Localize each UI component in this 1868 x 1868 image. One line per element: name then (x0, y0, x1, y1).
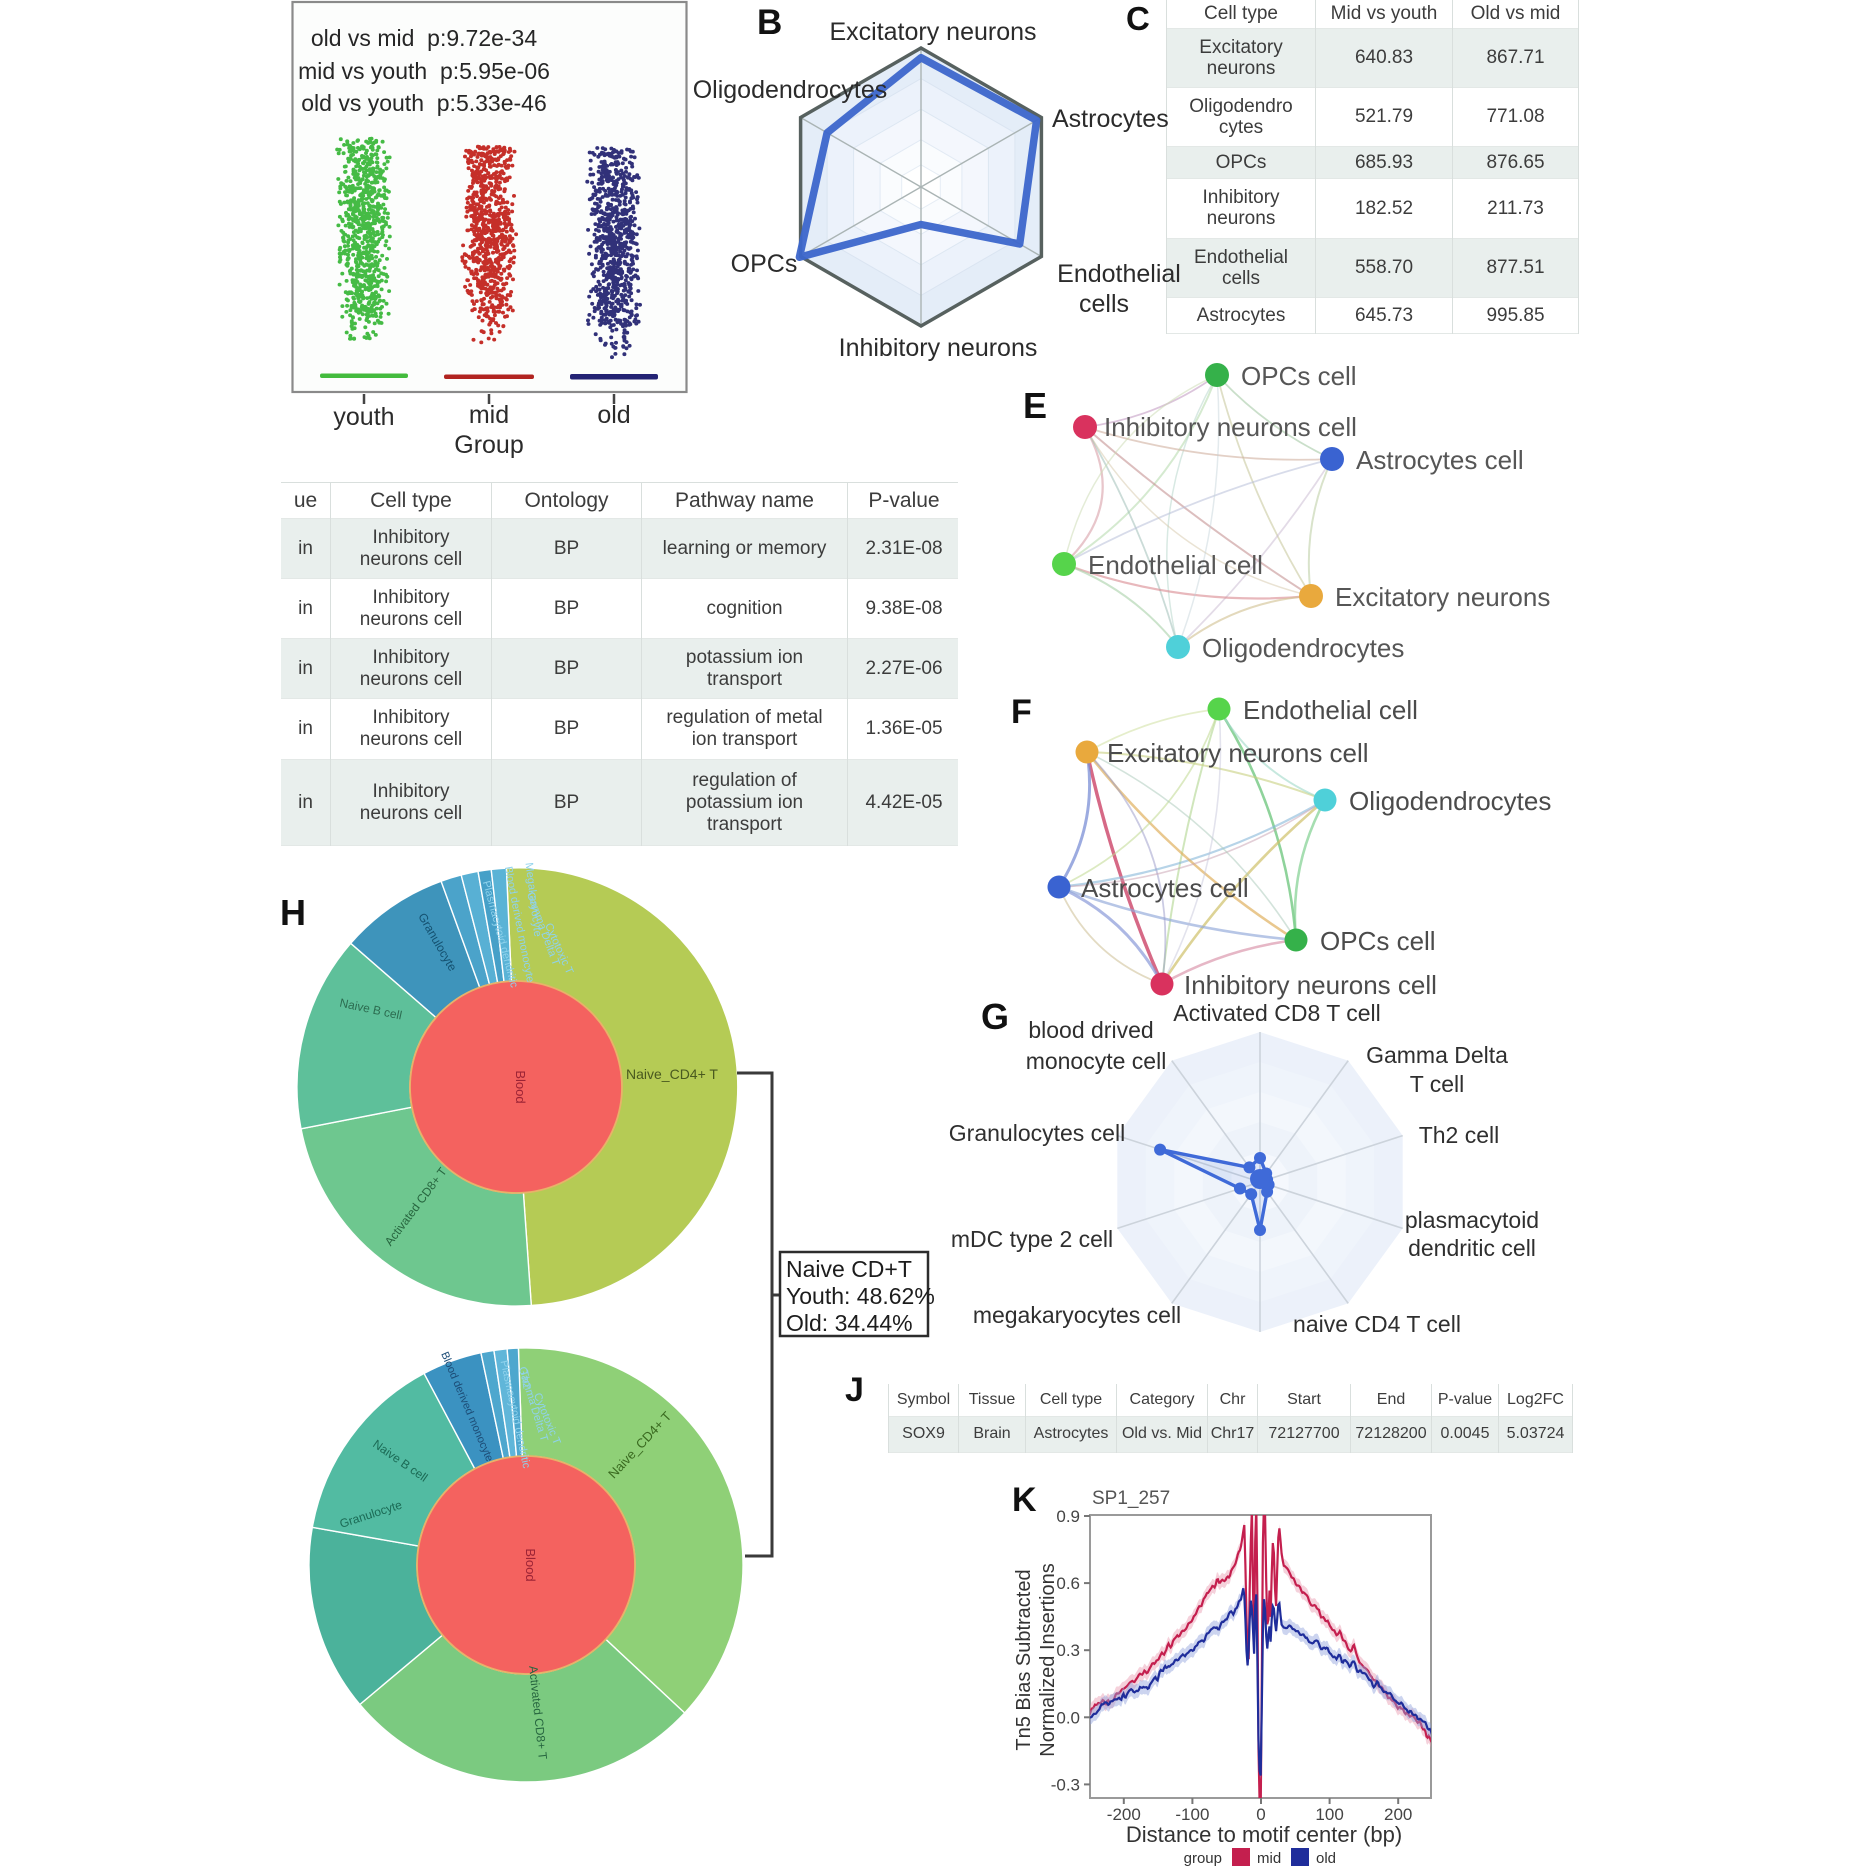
svg-text:-200: -200 (1107, 1805, 1141, 1824)
svg-text:Astrocytes: Astrocytes (1052, 105, 1169, 133)
svg-text:Gamma Delta T: Gamma Delta T (516, 1365, 550, 1443)
svg-text:Excitatory neurons: Excitatory neurons (829, 18, 1036, 46)
svg-text:Astrocytes cell: Astrocytes cell (1081, 873, 1249, 903)
svg-text:mid: mid (1257, 1850, 1281, 1867)
svg-text:dendritic cell: dendritic cell (1408, 1235, 1536, 1261)
svg-text:megakaryocytes cell: megakaryocytes cell (973, 1302, 1181, 1328)
svg-text:Granulocyte: Granulocyte (415, 910, 460, 973)
svg-text:plasmacytoid: plasmacytoid (1405, 1207, 1539, 1233)
svg-text:Th2: Th2 (517, 1369, 532, 1390)
svg-text:blood drived: blood drived (1028, 1017, 1153, 1043)
svg-text:old vs youth p:5.33e-46: old vs youth p:5.33e-46 (301, 90, 547, 116)
svg-text:Blood: Blood (513, 1070, 528, 1103)
svg-text:T cell: T cell (1410, 1071, 1465, 1097)
svg-text:group: group (1184, 1850, 1222, 1867)
svg-text:old: old (1316, 1850, 1336, 1867)
svg-text:Oligodendrocytes: Oligodendrocytes (1349, 786, 1551, 816)
svg-text:Megakaryocyte: Megakaryocyte (522, 862, 543, 938)
svg-text:mid vs youth p:5.95e-06: mid vs youth p:5.95e-06 (298, 58, 550, 84)
svg-text:OPCs: OPCs (731, 250, 798, 278)
svg-text:Granulocytes cell: Granulocytes cell (949, 1120, 1125, 1146)
svg-text:Naive_CD4+ T: Naive_CD4+ T (626, 1066, 718, 1082)
svg-text:Blood derived monocyte: Blood derived monocyte (502, 865, 536, 983)
svg-text:OPCs cell: OPCs cell (1320, 926, 1436, 956)
svg-text:-100: -100 (1175, 1805, 1209, 1824)
svg-text:Group: Group (454, 431, 523, 459)
svg-text:0.3: 0.3 (1056, 1641, 1080, 1660)
svg-text:Naive B cell: Naive B cell (338, 996, 403, 1023)
svg-text:old vs mid p:9.72e-34: old vs mid p:9.72e-34 (311, 25, 538, 51)
svg-text:monocyte cell: monocyte cell (1026, 1048, 1167, 1074)
svg-text:mid: mid (469, 401, 509, 429)
svg-text:Normalized Insertions: Normalized Insertions (1037, 1563, 1059, 1756)
svg-text:Th2 cell: Th2 cell (1419, 1122, 1500, 1148)
svg-text:Blood: Blood (523, 1548, 538, 1581)
svg-text:youth: youth (333, 403, 394, 431)
svg-text:Astrocytes cell: Astrocytes cell (1356, 445, 1524, 475)
svg-text:Inhibitory neurons: Inhibitory neurons (839, 334, 1038, 362)
svg-text:Endothelial cell: Endothelial cell (1088, 550, 1263, 580)
svg-text:old: old (597, 401, 630, 429)
svg-text:-0.3: -0.3 (1051, 1775, 1080, 1794)
svg-text:Activated CD8 T cell: Activated CD8 T cell (1173, 1000, 1381, 1026)
svg-text:Gamma Delta: Gamma Delta (1366, 1042, 1508, 1068)
svg-text:Cytotoxic T: Cytotoxic T (531, 1391, 563, 1447)
svg-text:Plasmacytoid dendritic: Plasmacytoid dendritic (498, 1359, 533, 1470)
svg-text:Naive B cell: Naive B cell (370, 1437, 430, 1485)
svg-text:Distance to motif center (bp): Distance to motif center (bp) (1126, 1822, 1402, 1847)
svg-text:Oligodendrocytes: Oligodendrocytes (693, 76, 888, 104)
svg-text:Plasmacytoid dendritic: Plasmacytoid dendritic (480, 880, 520, 990)
svg-text:Naive_CD4+ T: Naive_CD4+ T (605, 1409, 674, 1482)
svg-text:0: 0 (1256, 1805, 1265, 1824)
svg-text:OPCs cell: OPCs cell (1241, 361, 1357, 391)
svg-text:Excitatory neurons: Excitatory neurons (1335, 582, 1550, 612)
svg-text:Oligodendrocytes: Oligodendrocytes (1202, 633, 1404, 663)
svg-text:Gamma Delta T: Gamma Delta T (524, 891, 562, 968)
svg-text:0.0: 0.0 (1056, 1708, 1080, 1727)
svg-text:naive CD4 T cell: naive CD4 T cell (1293, 1311, 1461, 1337)
svg-text:cells: cells (1079, 290, 1129, 318)
svg-text:100: 100 (1315, 1805, 1343, 1824)
svg-text:Excitatory neurons cell: Excitatory neurons cell (1107, 738, 1369, 768)
svg-text:Naive CD+T: Naive CD+T (786, 1256, 912, 1282)
svg-text:Granulocyte: Granulocyte (338, 1497, 404, 1530)
svg-text:Inhibitory neurons cell: Inhibitory neurons cell (1104, 412, 1357, 442)
svg-text:200: 200 (1384, 1805, 1412, 1824)
svg-text:0.6: 0.6 (1056, 1574, 1080, 1593)
svg-text:Endothelial: Endothelial (1057, 260, 1181, 288)
svg-text:Tn5 Bias Subtracted: Tn5 Bias Subtracted (1013, 1569, 1035, 1750)
svg-text:Activated CD8+ T: Activated CD8+ T (526, 1665, 550, 1761)
svg-text:Old: 34.44%: Old: 34.44% (786, 1310, 913, 1336)
svg-text:Cytotoxic T: Cytotoxic T (542, 921, 575, 976)
svg-text:Activated CD8+ T: Activated CD8+ T (382, 1164, 450, 1248)
svg-text:Inhibitory neurons cell: Inhibitory neurons cell (1184, 970, 1437, 1000)
svg-text:Endothelial cell: Endothelial cell (1243, 695, 1418, 725)
svg-text:mDC type 2 cell: mDC type 2 cell (951, 1226, 1113, 1252)
svg-text:0.9: 0.9 (1056, 1507, 1080, 1526)
svg-text:Blood derived monocyte: Blood derived monocyte (438, 1350, 495, 1463)
svg-text:Youth: 48.62%: Youth: 48.62% (786, 1283, 935, 1309)
svg-text:SP1_257: SP1_257 (1092, 1488, 1170, 1509)
